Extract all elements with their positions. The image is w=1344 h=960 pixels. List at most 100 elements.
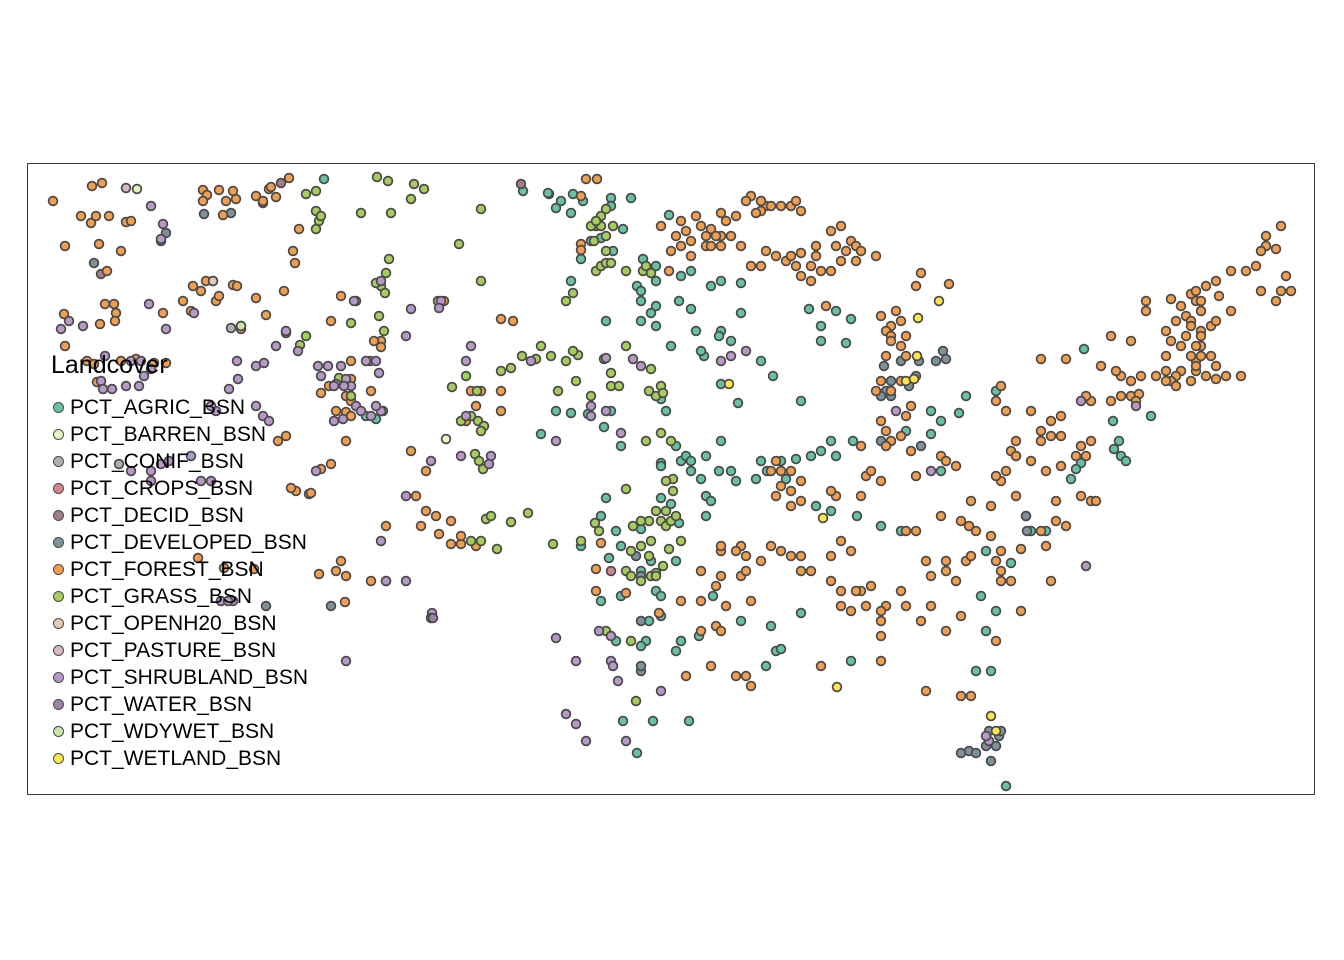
site-point: [915, 440, 927, 452]
site-point: [475, 535, 487, 547]
site-point: [455, 530, 467, 542]
site-point: [635, 640, 647, 652]
site-point: [575, 190, 587, 202]
site-point: [1078, 343, 1090, 355]
site-point: [495, 313, 507, 325]
site-point: [935, 510, 947, 522]
site-point: [545, 350, 557, 362]
legend-item: PCT_CONIF_BSN: [51, 448, 308, 475]
site-point: [605, 630, 617, 642]
site-point: [803, 303, 815, 315]
site-point: [516, 350, 528, 362]
site-point: [605, 257, 617, 269]
site-point: [223, 383, 235, 395]
site-point: [775, 480, 787, 492]
site-point: [625, 635, 637, 647]
site-point: [725, 350, 737, 362]
site-point: [198, 208, 210, 220]
site-point: [765, 620, 777, 632]
site-point: [515, 178, 527, 190]
site-point: [145, 200, 157, 212]
site-point: [895, 585, 907, 597]
site-point: [1075, 490, 1087, 502]
site-point: [280, 325, 292, 337]
site-point: [933, 295, 945, 307]
site-point: [990, 635, 1002, 647]
site-point: [1185, 375, 1197, 387]
site-point: [560, 708, 572, 720]
site-point: [330, 565, 342, 577]
site-point: [875, 615, 887, 627]
site-point: [765, 540, 777, 552]
site-point: [925, 570, 937, 582]
site-point: [685, 465, 697, 477]
site-point: [385, 207, 397, 219]
site-point: [86, 180, 98, 192]
site-point: [643, 550, 655, 562]
site-point: [675, 270, 687, 282]
site-point: [1185, 350, 1197, 362]
site-point: [292, 345, 304, 357]
site-point: [695, 595, 707, 607]
site-point: [595, 595, 607, 607]
site-point: [575, 244, 587, 256]
site-point: [1275, 220, 1287, 232]
site-point: [155, 458, 167, 470]
site-point: [673, 295, 685, 307]
site-point: [58, 308, 70, 320]
site-point: [910, 470, 922, 482]
site-point: [620, 265, 632, 277]
site-point: [785, 550, 797, 562]
site-point: [730, 545, 742, 557]
site-point: [705, 280, 717, 292]
site-point: [830, 450, 842, 462]
site-point: [705, 660, 717, 672]
site-point: [965, 550, 977, 562]
site-point: [335, 290, 347, 302]
site-point: [185, 450, 197, 462]
site-point: [287, 245, 299, 257]
site-point: [1150, 370, 1162, 382]
legend-item: PCT_GRASS_BSN: [51, 583, 308, 610]
site-point: [550, 435, 562, 447]
site-point: [345, 355, 357, 367]
site-point: [825, 575, 837, 587]
site-point: [790, 453, 802, 465]
site-point: [225, 322, 237, 334]
site-point: [755, 355, 767, 367]
site-point: [900, 600, 912, 612]
legend-label: PCT_BARREN_BSN: [70, 422, 267, 446]
site-point: [433, 302, 445, 314]
legend-label: PCT_CONIF_BSN: [70, 449, 244, 473]
site-point: [653, 607, 665, 619]
site-point: [635, 285, 647, 297]
site-point: [591, 173, 603, 185]
site-point: [900, 525, 912, 537]
site-point: [59, 340, 71, 352]
site-point: [1250, 260, 1262, 272]
site-point: [760, 660, 772, 672]
site-point: [157, 307, 169, 319]
site-point: [560, 355, 572, 367]
site-point: [365, 410, 377, 422]
site-point: [227, 185, 239, 197]
site-point: [612, 675, 624, 687]
site-point: [160, 357, 172, 369]
site-point: [685, 250, 697, 262]
site-point: [730, 670, 742, 682]
site-point: [635, 660, 647, 672]
site-point: [90, 210, 102, 222]
site-point: [680, 225, 692, 237]
site-point: [665, 245, 677, 257]
site-point: [370, 400, 382, 412]
site-point: [915, 615, 927, 627]
legend-label: PCT_DECID_BSN: [70, 503, 244, 527]
site-point: [970, 747, 982, 759]
site-point: [425, 455, 437, 467]
site-point: [475, 203, 487, 215]
site-point: [103, 210, 115, 222]
site-point: [145, 363, 157, 375]
site-point: [900, 350, 912, 362]
site-point: [325, 600, 337, 612]
site-point: [310, 185, 322, 197]
